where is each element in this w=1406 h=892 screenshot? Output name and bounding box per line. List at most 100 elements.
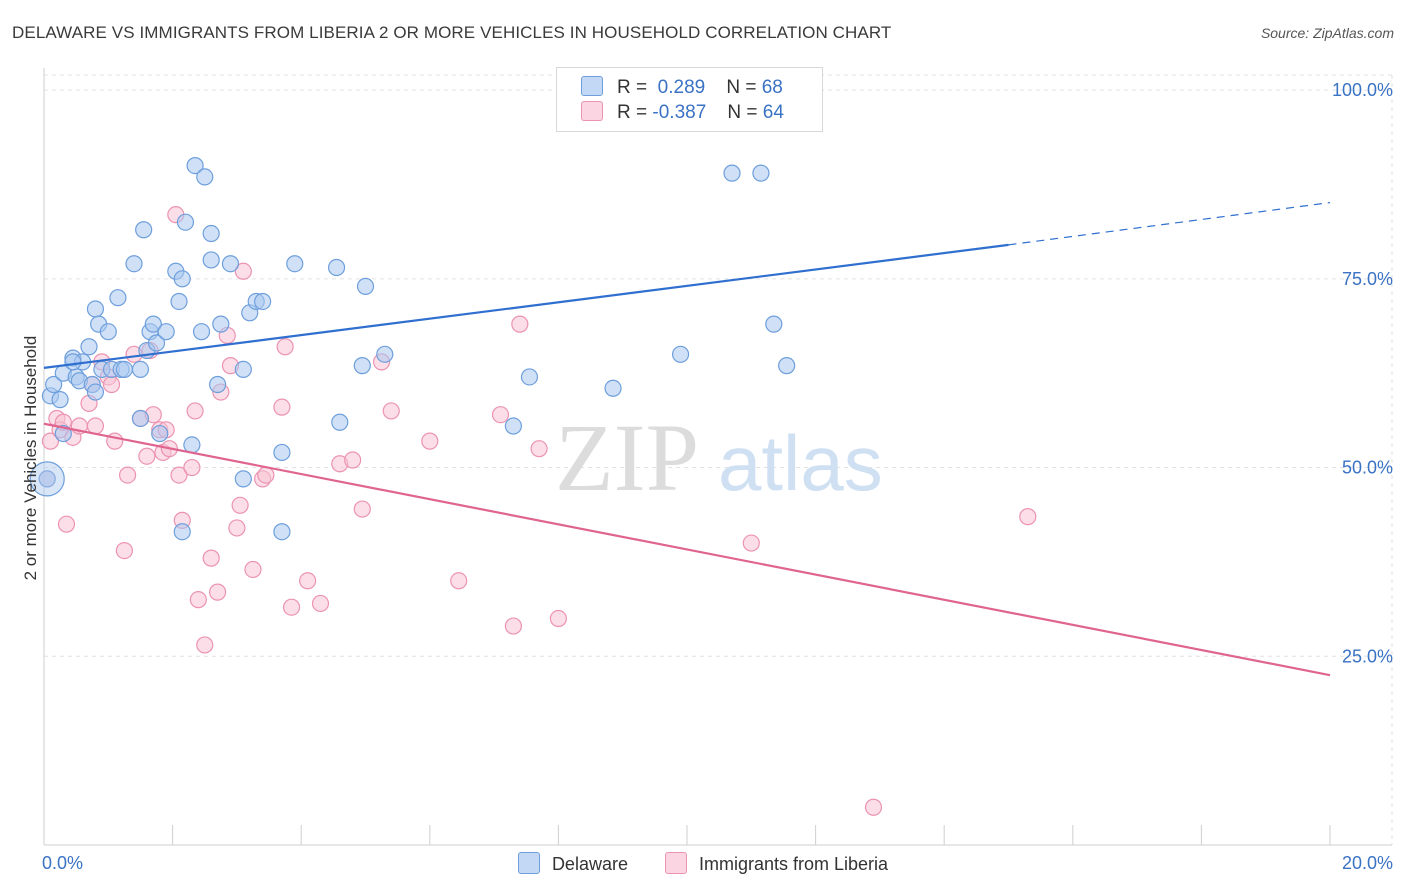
liberia-point <box>344 451 362 469</box>
liberia-point <box>864 798 883 816</box>
delaware-point <box>520 368 539 386</box>
legend-n-label: N = <box>726 77 757 98</box>
delaware-point <box>144 315 162 333</box>
delaware-point <box>170 292 188 311</box>
liberia-point <box>57 515 76 533</box>
liberia-point <box>244 560 262 579</box>
liberia-point <box>382 402 400 420</box>
liberia-point <box>421 432 439 450</box>
liberia-point <box>257 466 275 484</box>
delaware-point <box>131 360 150 379</box>
delaware-point <box>671 345 690 363</box>
delaware-point <box>86 300 105 318</box>
delaware-point <box>173 523 191 541</box>
watermark-atlas: atlas <box>718 419 883 507</box>
liberia-point <box>549 609 568 628</box>
x-tick-label: 0.0% <box>42 853 83 873</box>
delaware-point <box>173 270 191 288</box>
legend-swatch-delaware <box>581 76 603 96</box>
liberia-point <box>138 447 156 465</box>
liberia-point <box>353 500 371 518</box>
delaware-point <box>376 345 394 363</box>
delaware-point <box>202 251 220 269</box>
delaware-point <box>192 323 211 341</box>
chart-title: DELAWARE VS IMMIGRANTS FROM LIBERIA 2 OR… <box>12 23 892 42</box>
legend-r-label: R = <box>617 102 648 123</box>
delaware-point <box>273 523 291 541</box>
delaware-point <box>327 258 346 277</box>
delaware-point <box>221 255 240 273</box>
series-legend: Delaware Immigrants from Liberia <box>0 852 1406 875</box>
legend-swatch-liberia <box>665 852 687 874</box>
delaware-point <box>176 213 195 231</box>
delaware-trend-line <box>43 243 1009 369</box>
delaware-point <box>752 164 770 182</box>
liberia-point <box>183 458 201 477</box>
liberia-point <box>491 406 510 424</box>
delaware-point <box>38 470 56 488</box>
delaware-point <box>604 379 622 397</box>
delaware-point <box>125 255 143 273</box>
liberia-point <box>273 398 291 416</box>
y-tick-label: 25.0% <box>1342 646 1393 666</box>
liberia-point <box>1019 508 1037 526</box>
liberia-point <box>118 466 137 484</box>
correlation-legend: R = 0.289 N = 68 R = -0.387 N = 64 <box>556 67 823 132</box>
delaware-point <box>86 383 105 401</box>
delaware-point <box>504 417 522 435</box>
legend-swatch-liberia <box>581 101 603 121</box>
liberia-point <box>504 617 522 635</box>
delaware-point <box>209 375 227 394</box>
trend-lines <box>43 201 1331 677</box>
legend-label-delaware: Delaware <box>551 854 628 874</box>
y-axis-label: 2 or more Vehicles in Household <box>21 336 40 581</box>
delaware-point <box>723 164 741 182</box>
liberia-point <box>186 402 204 420</box>
liberia-point <box>41 432 60 450</box>
x-tick-label: 20.0% <box>1342 853 1393 873</box>
liberia-point <box>311 594 330 613</box>
tick-labels: 25.0% 50.0% 75.0% 100.0% 0.0% 20.0% <box>42 80 1393 873</box>
series-liberia-points <box>38 206 1037 816</box>
liberia-point <box>231 496 249 514</box>
delaware-point <box>45 375 63 394</box>
delaware-point <box>115 360 133 379</box>
legend-r-label: R = <box>617 77 648 98</box>
delaware-point <box>273 443 291 462</box>
series-delaware-points <box>29 81 796 541</box>
legend-item-delaware: Delaware <box>517 852 628 875</box>
delaware-point <box>186 156 204 175</box>
axes <box>43 68 1392 846</box>
liberia-point <box>282 598 301 616</box>
liberia-point <box>209 583 227 601</box>
liberia-point <box>102 375 121 394</box>
delaware-point <box>54 424 72 443</box>
legend-n-value: 68 <box>761 77 783 98</box>
liberia-point <box>276 338 294 356</box>
delaware-point <box>51 391 69 409</box>
legend-n-value: 64 <box>762 102 784 123</box>
delaware-point <box>109 289 127 307</box>
liberia-point <box>299 572 317 590</box>
legend-n-label: N = <box>727 102 758 123</box>
liberia-point <box>228 519 246 537</box>
liberia-point <box>450 572 468 590</box>
legend-swatch-delaware <box>517 852 540 874</box>
legend-row-delaware: R = 0.289 N = 68 <box>581 76 783 102</box>
liberia-point <box>742 534 760 552</box>
delaware-point <box>353 357 371 375</box>
delaware-point <box>254 292 272 311</box>
delaware-point <box>778 357 796 375</box>
legend-label-liberia: Immigrants from Liberia <box>699 854 889 874</box>
delaware-point <box>147 334 166 352</box>
liberia-point <box>530 440 548 458</box>
delaware-point <box>157 323 175 341</box>
delaware-point <box>151 424 169 443</box>
delaware-point <box>286 255 304 273</box>
liberia-point <box>196 636 214 654</box>
liberia-point <box>202 549 220 567</box>
legend-r-value: -0.387 <box>652 102 707 123</box>
y-tick-label: 100.0% <box>1332 80 1393 100</box>
liberia-point <box>170 466 188 484</box>
